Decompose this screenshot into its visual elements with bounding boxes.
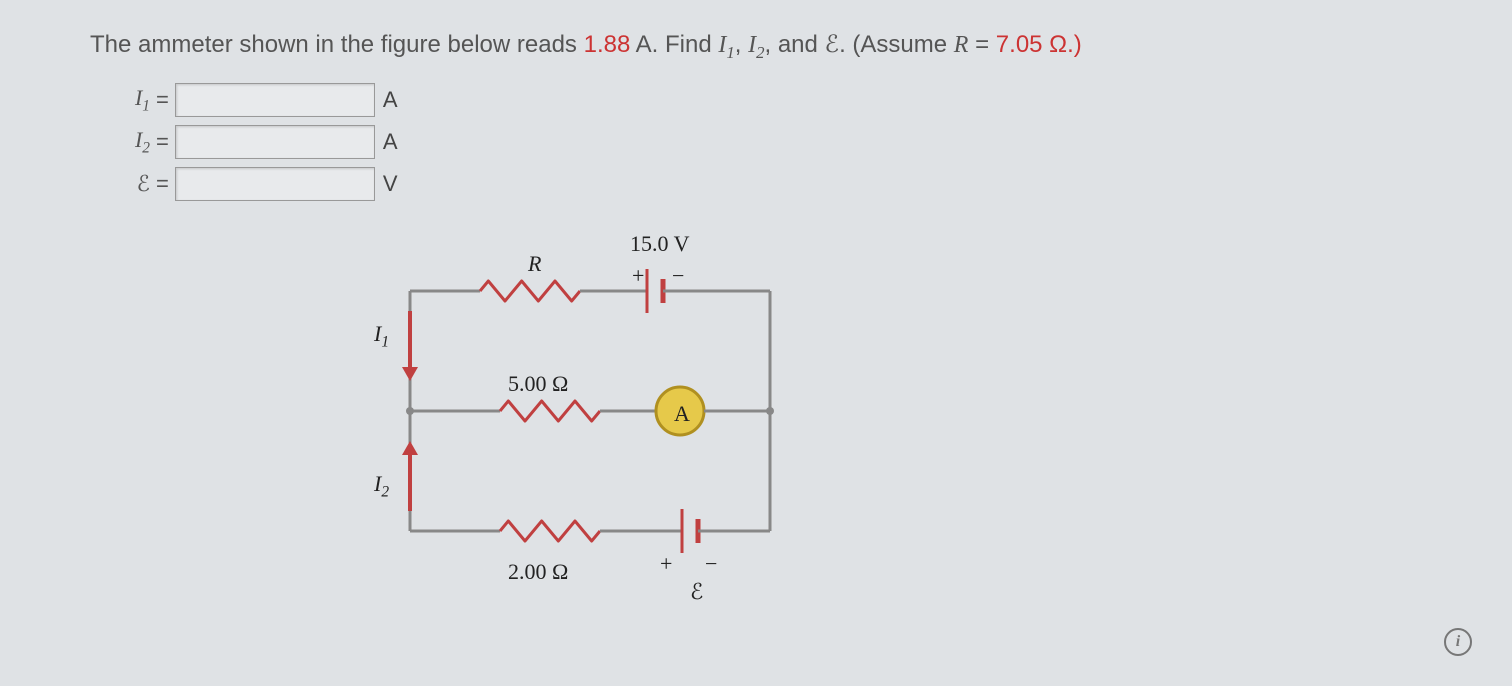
circuit-label-plus1: + — [632, 263, 644, 289]
label-i1: I1 — [120, 85, 150, 115]
circuit-label-I1: I1 — [374, 321, 389, 351]
q-var1: I1 — [718, 32, 734, 58]
circuit-label-V15: 15.0 V — [630, 231, 690, 257]
label-i2: I2 — [120, 127, 150, 157]
q-rvar: R — [954, 32, 969, 58]
circuit-label-eps: ℰ — [690, 579, 703, 605]
q-eps: ℰ — [825, 32, 840, 58]
circuit-svg — [350, 221, 790, 601]
input-row-eps: ℰ = V — [120, 167, 1422, 201]
input-row-i1: I1 = A — [120, 83, 1422, 117]
circuit-diagram: R15.0 V+−5.00 ΩA2.00 Ω+−ℰI1I2 — [350, 221, 850, 601]
unit-i1: A — [383, 87, 398, 113]
circuit-label-I2: I2 — [374, 471, 389, 501]
q-var2: I2 — [748, 32, 764, 58]
eq-i2: = — [156, 129, 169, 155]
q-prefix: The ammeter shown in the figure below re… — [90, 31, 584, 58]
q-end: Ω.) — [1043, 31, 1082, 58]
input-row-i2: I2 = A — [120, 125, 1422, 159]
label-eps: ℰ — [120, 171, 150, 197]
input-eps[interactable] — [175, 167, 375, 201]
circuit-label-plus2: + — [660, 551, 672, 577]
q-m2: . (Assume — [839, 31, 954, 58]
q-m1: A. Find — [630, 31, 718, 58]
eq-i1: = — [156, 87, 169, 113]
eq-eps: = — [156, 171, 169, 197]
answer-inputs: I1 = A I2 = A ℰ = V — [120, 83, 1422, 201]
circuit-label-A: A — [674, 401, 690, 427]
q-ammeter: 1.88 — [584, 31, 631, 58]
q-c1: , — [735, 31, 748, 58]
q-c2: , and — [764, 31, 824, 58]
circuit-label-R5: 5.00 Ω — [508, 371, 568, 397]
circuit-label-R: R — [528, 251, 541, 277]
unit-eps: V — [383, 171, 398, 197]
q-rval: 7.05 — [996, 31, 1043, 58]
question-text: The ammeter shown in the figure below re… — [90, 30, 1422, 63]
input-i1[interactable] — [175, 83, 375, 117]
circuit-label-minus1: − — [672, 263, 684, 289]
q-eq: = — [968, 31, 995, 58]
info-icon[interactable]: i — [1444, 628, 1472, 656]
circuit-label-R2: 2.00 Ω — [508, 559, 568, 585]
input-i2[interactable] — [175, 125, 375, 159]
circuit-label-minus2: − — [705, 551, 717, 577]
unit-i2: A — [383, 129, 398, 155]
